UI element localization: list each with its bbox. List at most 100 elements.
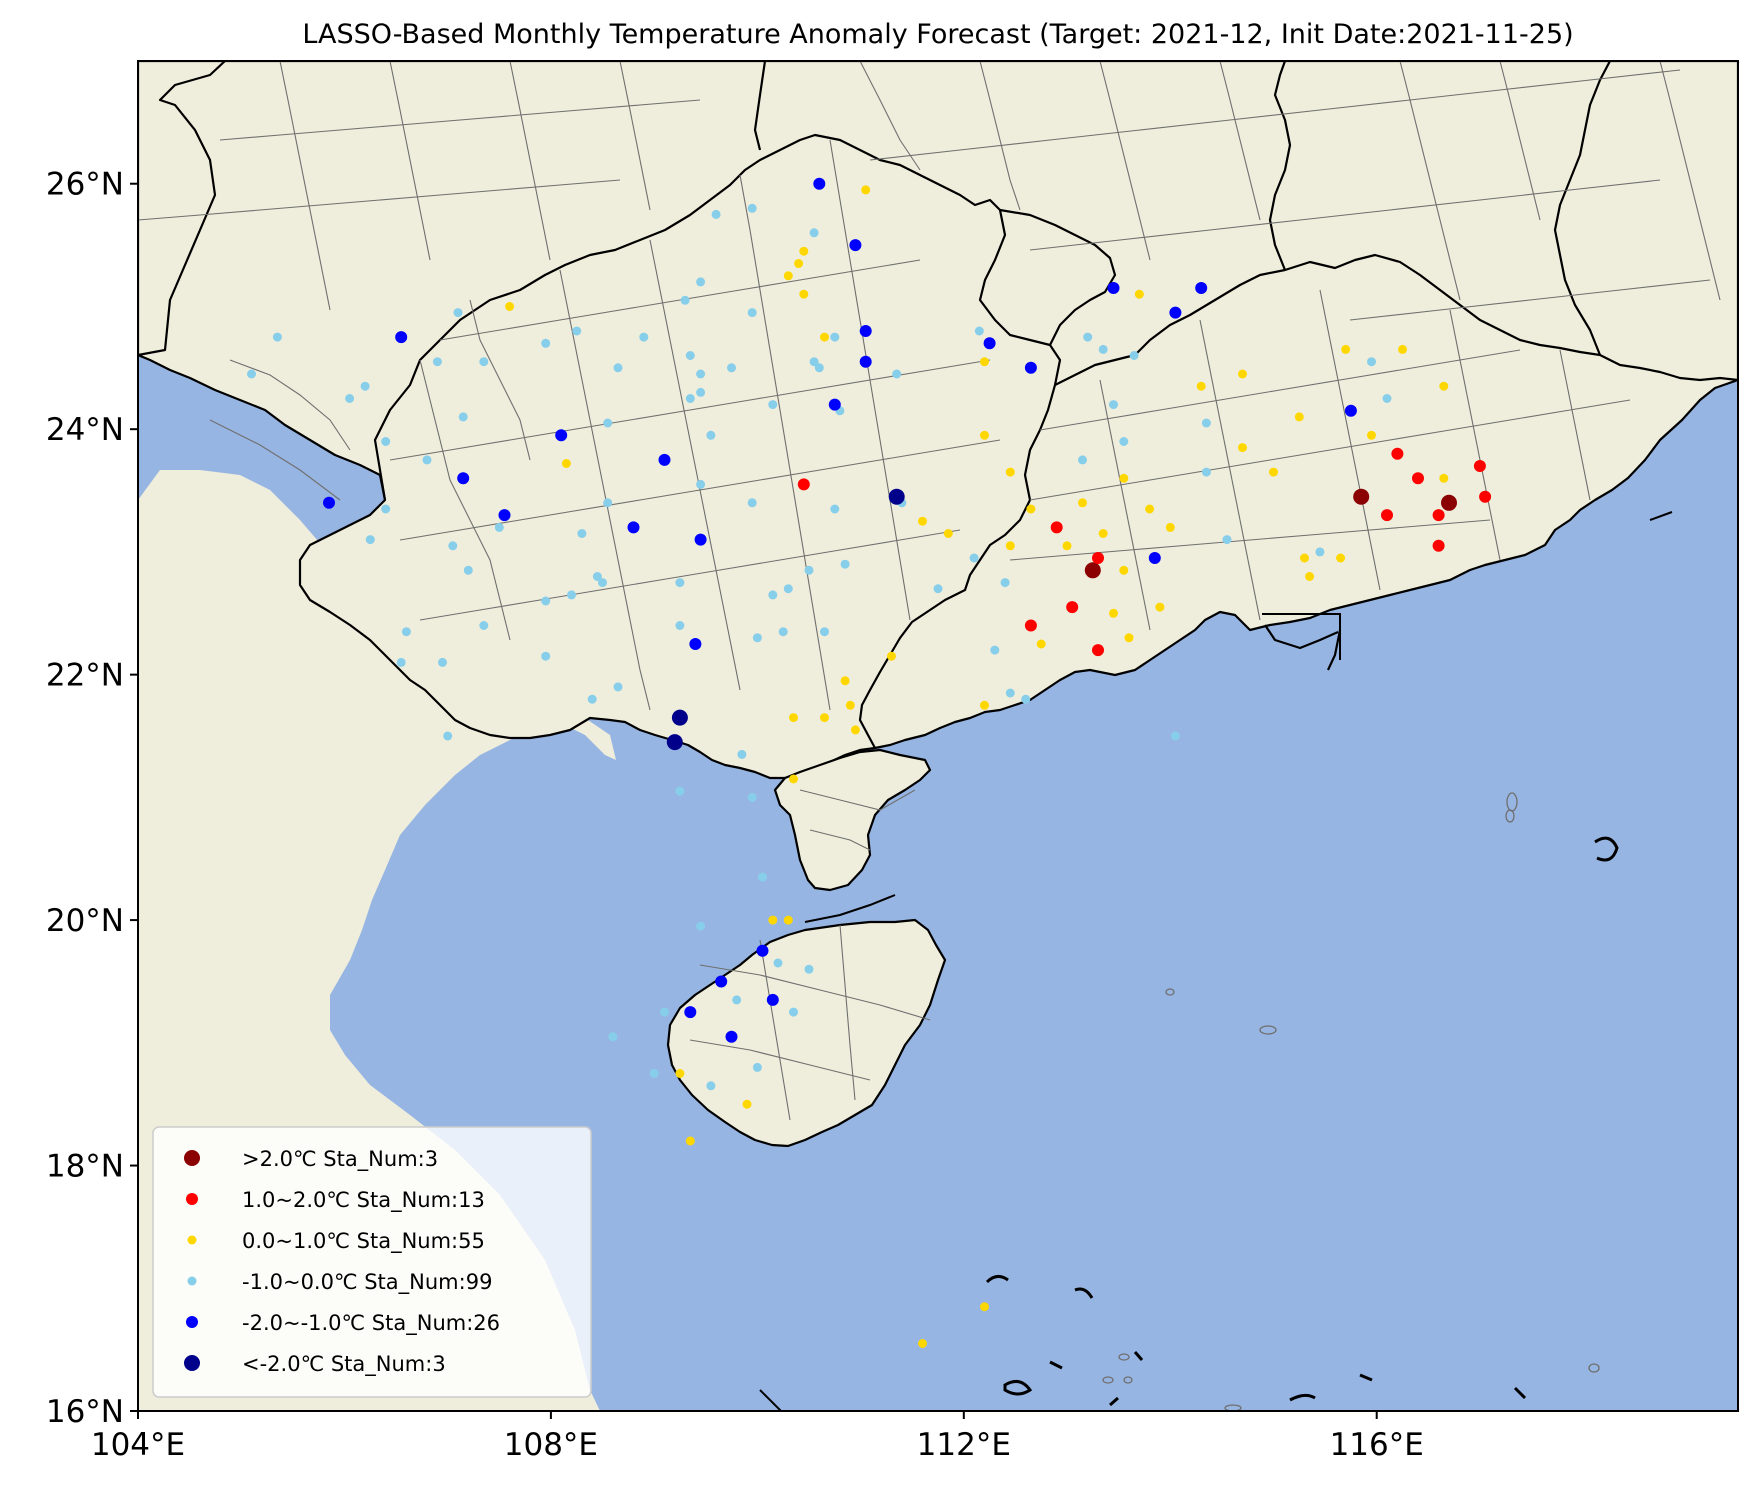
station-marker-1to2: [1473, 460, 1486, 472]
station-marker-m1to0: [685, 394, 695, 403]
legend-label: >2.0℃ Sta_Num:3: [242, 1147, 438, 1172]
station-marker-m1to0: [479, 621, 489, 630]
station-marker-m1to0: [830, 504, 840, 514]
station-marker-m1to0: [541, 651, 551, 661]
station-marker-m2tom1: [1024, 361, 1037, 374]
station-marker-m1to0: [1315, 547, 1325, 557]
station-marker-m1to0: [706, 430, 716, 440]
station-marker-m1to0: [752, 1062, 762, 1072]
y-axis: 16°N 18°N 20°N 22°N 24°N 26°N: [46, 167, 138, 1430]
station-marker-m2tom1: [859, 325, 872, 337]
legend-label: <-2.0℃ Sta_Num:3: [242, 1352, 446, 1377]
station-marker-m1to0: [675, 786, 685, 796]
station-marker-m1to0: [820, 627, 829, 637]
station-marker-m2tom1: [1148, 552, 1161, 564]
station-marker-m1to0: [639, 332, 649, 342]
station-marker-0to1: [1294, 412, 1304, 422]
legend-label: 0.0~1.0℃ Sta_Num:55: [242, 1229, 485, 1254]
legend-marker: [184, 1355, 200, 1371]
legend-marker: [187, 1276, 197, 1286]
station-marker-m2tom1: [1107, 282, 1120, 294]
station-marker-m1to0: [453, 308, 463, 318]
station-marker-m1to0: [768, 400, 778, 410]
station-marker-m1to0: [587, 694, 597, 704]
station-marker-0to1: [1367, 430, 1376, 440]
station-marker-m1to0: [706, 1081, 716, 1091]
station-marker-m2tom1: [457, 472, 470, 485]
province-boundaries: [138, 61, 1738, 749]
station-markers: [247, 177, 1492, 1348]
station-marker-m2tom1: [323, 496, 335, 509]
x-tick-label: 108°E: [504, 1427, 598, 1463]
station-marker-m1to0: [696, 479, 706, 489]
station-marker-0to1: [1155, 602, 1165, 612]
station-marker-0to1: [1098, 529, 1108, 538]
station-marker-0to1: [685, 1136, 695, 1146]
station-marker-0to1: [1078, 498, 1087, 508]
station-marker-m1to0: [1382, 394, 1392, 403]
station-marker-m1to0: [494, 522, 504, 532]
station-marker-m1to0: [768, 590, 778, 600]
islands: [985, 836, 1619, 1407]
station-marker-m2tom1: [1169, 306, 1182, 319]
station-marker-m1to0: [696, 387, 706, 397]
station-marker-m1to0: [541, 338, 551, 348]
station-marker-1to2: [1432, 509, 1445, 522]
station-marker-0to1: [799, 289, 809, 299]
station-marker-m2tom1: [395, 331, 408, 344]
station-marker-m1to0: [598, 578, 607, 588]
station-marker-0to1: [1439, 381, 1449, 391]
station-marker-m1to0: [1083, 332, 1093, 342]
station-marker-m1to0: [649, 1069, 659, 1078]
station-marker-m2tom1: [689, 638, 702, 650]
station-marker-0to1: [1119, 565, 1129, 575]
station-marker-m2tom1: [849, 239, 862, 252]
station-marker-0to1: [505, 302, 515, 311]
station-marker-m1to0: [974, 326, 984, 336]
legend-marker: [186, 1193, 198, 1205]
station-marker-m1to0: [758, 872, 767, 882]
station-marker-m2tom1: [756, 944, 769, 957]
station-marker-m1to0: [613, 363, 623, 373]
station-marker-0to1: [1165, 522, 1175, 532]
station-marker-m1to0: [752, 633, 762, 643]
station-marker-0to1: [1005, 541, 1015, 551]
station-marker-m1to0: [789, 1007, 798, 1017]
station-marker-0to1: [840, 676, 850, 686]
station-marker-0to1: [1269, 467, 1278, 477]
station-marker-0to1: [1036, 639, 1046, 649]
station-marker-m1to0: [732, 995, 742, 1005]
station-marker-m1to0: [567, 590, 576, 600]
y-tick-label: 26°N: [46, 167, 124, 203]
station-marker-0to1: [980, 357, 989, 367]
station-marker-m1to0: [696, 369, 706, 379]
station-marker-m1to0: [422, 455, 432, 465]
station-marker-0to1: [1238, 443, 1247, 453]
station-marker-m1to0: [840, 559, 850, 569]
station-marker-m1to0: [990, 645, 1000, 655]
station-marker-lt2: [666, 734, 683, 751]
station-marker-0to1: [1062, 541, 1072, 551]
station-marker-m2tom1: [1195, 282, 1208, 294]
station-marker-0to1: [1305, 572, 1315, 581]
x-tick-label: 116°E: [1330, 1427, 1424, 1463]
station-marker-m1to0: [814, 363, 824, 373]
station-marker-m1to0: [696, 921, 706, 931]
station-marker-1to2: [1432, 539, 1445, 552]
station-marker-m1to0: [1078, 455, 1087, 465]
station-marker-m1to0: [773, 958, 783, 968]
station-marker-m1to0: [1109, 400, 1118, 410]
station-marker-m1to0: [809, 228, 819, 238]
station-marker-m1to0: [360, 381, 370, 391]
station-marker-m2tom1: [715, 975, 728, 988]
coastal-lines: [759, 511, 1673, 1411]
station-marker-m1to0: [381, 437, 391, 446]
station-marker-m2tom1: [983, 337, 996, 350]
legend-label: -1.0~0.0℃ Sta_Num:99: [242, 1270, 492, 1295]
leizhou-peninsula: [773, 748, 932, 892]
station-marker-m1to0: [675, 578, 685, 588]
station-marker-m2tom1: [766, 993, 779, 1006]
x-tick-label: 104°E: [91, 1427, 185, 1463]
legend-marker: [184, 1150, 200, 1166]
